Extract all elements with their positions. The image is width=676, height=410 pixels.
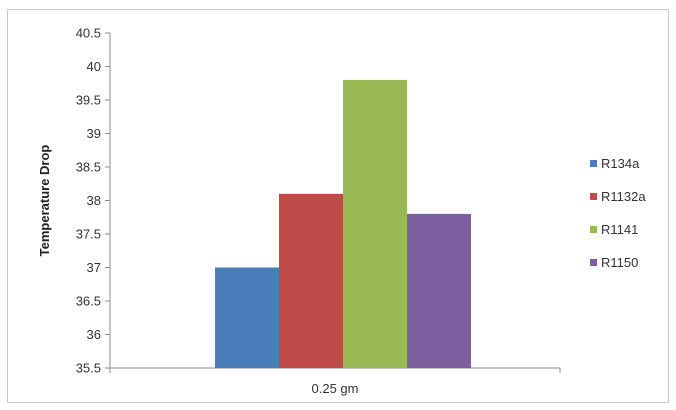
y-tick-label: 37 <box>87 260 101 275</box>
legend-swatch-r1150 <box>590 259 597 266</box>
x-tick-label: 0.25 gm <box>312 381 359 396</box>
legend-swatch-r134a <box>590 160 597 167</box>
legend-label-r1132a: R1132a <box>601 189 646 204</box>
y-tick-label: 38 <box>87 193 101 208</box>
y-tick-label: 38.5 <box>76 160 101 175</box>
y-tick-label: 37.5 <box>76 227 101 242</box>
y-tick-label: 35.5 <box>76 361 101 376</box>
y-tick-label: 40 <box>87 59 101 74</box>
legend-label-r1141: R1141 <box>601 222 638 237</box>
y-tick-label: 40.5 <box>76 26 101 41</box>
x-ticks: 0.25 gm <box>312 381 359 396</box>
bar-r134a <box>215 267 279 368</box>
y-ticks: 35.5 36 36.5 37 37.5 38 38.5 39 39.5 40 40.5 <box>76 26 110 376</box>
y-tick-label: 36 <box>87 327 101 342</box>
legend: R134a R1132a R1141 R1150 <box>590 156 646 270</box>
legend-swatch-r1132a <box>590 193 597 200</box>
legend-label-r134a: R134a <box>601 156 640 171</box>
bars <box>215 79 471 369</box>
bar-r1132a <box>279 193 343 368</box>
y-tick-label: 39.5 <box>76 93 101 108</box>
bar-r1150 <box>407 213 471 368</box>
bar-r1141 <box>343 79 407 369</box>
y-tick-label: 39 <box>87 126 101 141</box>
y-axis-title: Temperature Drop <box>37 145 52 257</box>
legend-label-r1150: R1150 <box>601 255 638 270</box>
legend-swatch-r1141 <box>590 226 597 233</box>
y-tick-label: 36.5 <box>76 294 101 309</box>
